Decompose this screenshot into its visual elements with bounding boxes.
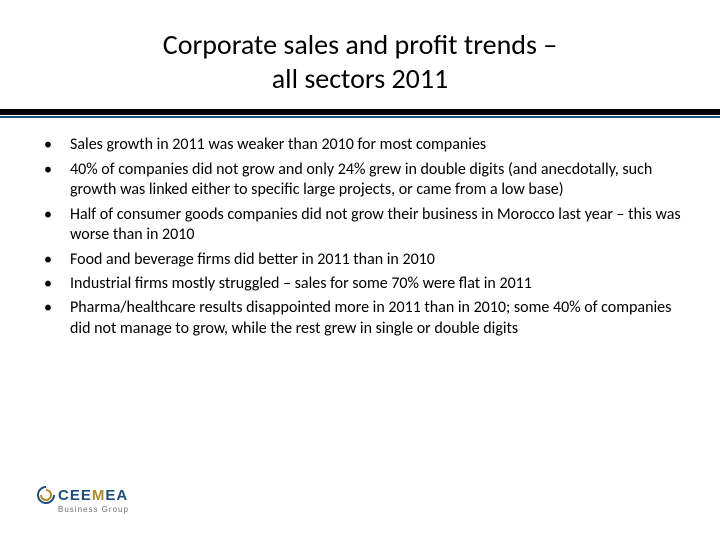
title-divider <box>0 109 720 117</box>
list-item: Half of consumer goods companies did not… <box>36 205 684 246</box>
logo-text-suffix: EA <box>105 487 128 504</box>
bullet-list: Sales growth in 2011 was weaker than 201… <box>36 135 684 339</box>
divider-bar-accent <box>0 116 720 118</box>
slide: Corporate sales and profit trends – all … <box>0 0 720 540</box>
title-line-1: Corporate sales and profit trends – <box>163 27 557 62</box>
list-item: 40% of companies did not grow and only 2… <box>36 160 684 201</box>
slide-body: Sales growth in 2011 was weaker than 201… <box>0 117 720 339</box>
bullet-text: Industrial firms mostly struggled – sale… <box>70 274 532 293</box>
list-item: Industrial firms mostly struggled – sale… <box>36 274 684 294</box>
logo-text-prefix: CEE <box>58 487 92 504</box>
logo-top-row: CEEMEA <box>36 485 128 505</box>
logo-text: CEEMEA <box>58 487 128 504</box>
divider-bar-dark <box>0 109 720 115</box>
bullet-text: Half of consumer goods companies did not… <box>70 205 681 244</box>
logo-swirl-icon <box>36 485 56 505</box>
bullet-text: 40% of companies did not grow and only 2… <box>70 160 652 199</box>
logo-text-mid: M <box>92 487 106 504</box>
logo-subtitle: Business Group <box>58 505 129 514</box>
footer-logo: CEEMEA Business Group <box>36 485 129 514</box>
title-line-2: all sectors 2011 <box>272 61 449 96</box>
bullet-text: Food and beverage firms did better in 20… <box>70 250 435 269</box>
slide-title: Corporate sales and profit trends – all … <box>0 0 720 105</box>
list-item: Food and beverage firms did better in 20… <box>36 250 684 270</box>
bullet-text: Sales growth in 2011 was weaker than 201… <box>70 135 486 154</box>
list-item: Pharma/healthcare results disappointed m… <box>36 298 684 339</box>
bullet-text: Pharma/healthcare results disappointed m… <box>70 298 671 337</box>
list-item: Sales growth in 2011 was weaker than 201… <box>36 135 684 155</box>
